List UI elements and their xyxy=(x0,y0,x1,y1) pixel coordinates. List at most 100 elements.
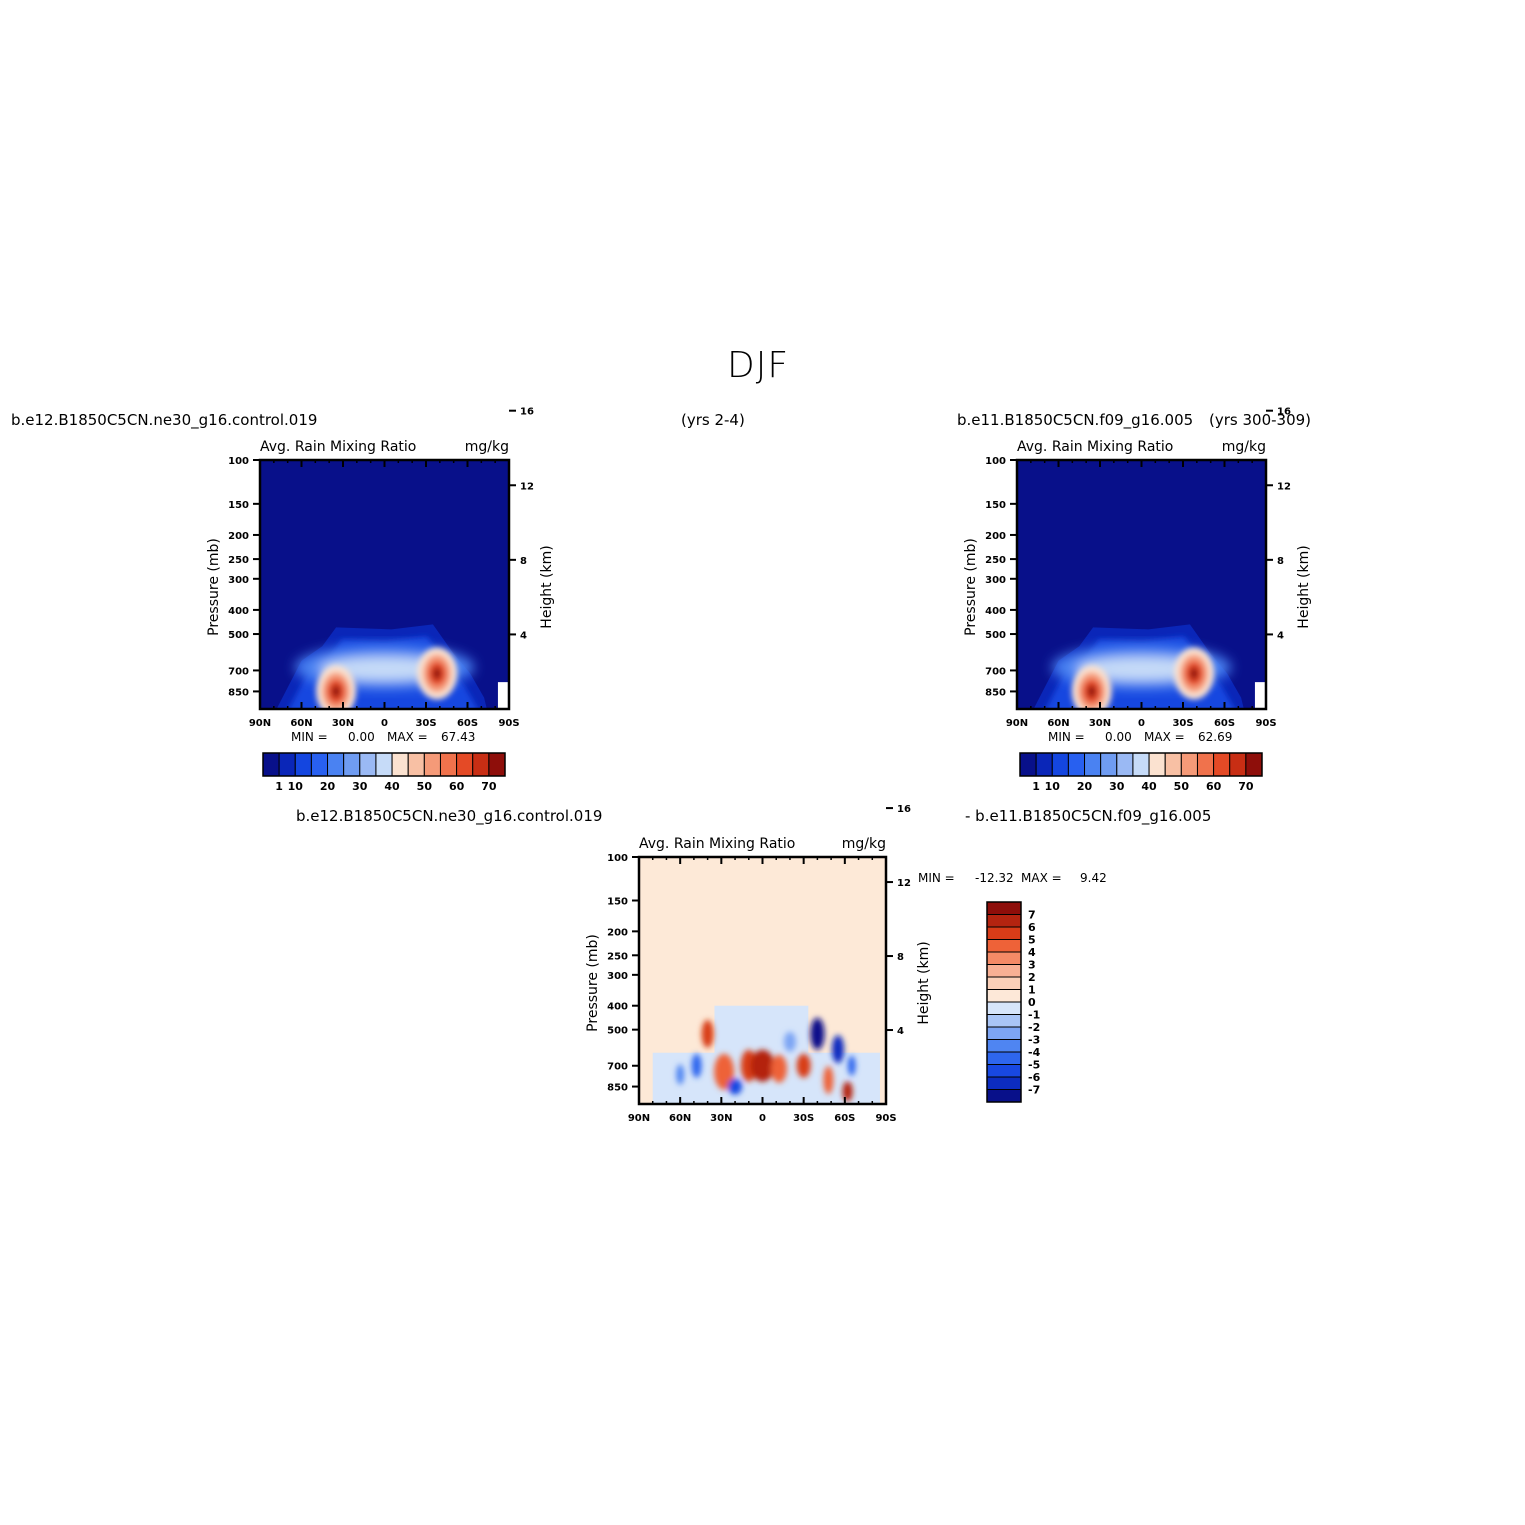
y-tick-label: 850 xyxy=(985,687,1006,698)
colorbar-label: 50 xyxy=(417,780,433,793)
colorbar-box xyxy=(1213,752,1231,777)
y-tick-label: 100 xyxy=(607,853,628,864)
peak-core xyxy=(433,667,442,680)
anomaly-1 xyxy=(714,1053,735,1090)
x-tick-label: 0 xyxy=(381,718,388,729)
colorbar-box xyxy=(1116,752,1134,777)
contour-field-0 xyxy=(260,460,509,709)
max-label: MAX = xyxy=(1144,730,1185,744)
x-tick-label: 90N xyxy=(249,718,271,729)
y2-tick-label: 16 xyxy=(520,407,534,418)
diff-case-a-label: b.e12.B1850C5CN.ne30_g16.control.019 xyxy=(296,807,603,825)
colorbar-label: 7 xyxy=(1028,909,1036,922)
colorbar-box xyxy=(986,976,1022,990)
y2-tick-label: 16 xyxy=(1277,407,1291,418)
colorbar-box xyxy=(294,752,312,777)
min-label: MIN = xyxy=(918,871,955,885)
y-tick-label: 500 xyxy=(985,630,1006,641)
y2-tick-label: 12 xyxy=(1277,481,1291,492)
min-label: MIN = xyxy=(1048,730,1085,744)
peak-1 xyxy=(1174,647,1215,700)
panel-right-title: mg/kg xyxy=(465,439,509,455)
axes-0: 90N 60N 30N 0 30S 60S 90S 100 150 200 250 300 400 500… xyxy=(206,407,555,744)
y-axis-label: Pressure (mb) xyxy=(206,538,222,636)
colorbar-box xyxy=(488,752,506,777)
anomaly-0 xyxy=(701,1019,714,1048)
colorbar-label: -4 xyxy=(1028,1046,1041,1059)
colorbar-box xyxy=(327,752,345,777)
colorbar-box xyxy=(472,752,490,777)
y-tick-label: 300 xyxy=(607,971,628,982)
peak-core xyxy=(1087,685,1096,698)
colorbar-box xyxy=(1084,752,1102,777)
min-value: -12.32 xyxy=(975,871,1014,885)
colorbar-box xyxy=(986,989,1022,1003)
colorbar-label: -7 xyxy=(1028,1084,1040,1097)
figure-title: DJF xyxy=(727,345,790,386)
topography-mask xyxy=(1254,682,1265,709)
peak-0 xyxy=(316,665,357,709)
colorbar-label: 1 xyxy=(1028,984,1036,997)
y-tick-label: 850 xyxy=(228,687,249,698)
y-tick-label: 250 xyxy=(607,951,628,962)
colorbar-box xyxy=(343,752,361,777)
colorbar-label: 2 xyxy=(1028,971,1036,984)
topography-mask xyxy=(497,682,508,709)
x-tick-label: 90S xyxy=(875,1113,896,1124)
panel-right-title: mg/kg xyxy=(842,836,886,852)
y-tick-label: 250 xyxy=(985,555,1006,566)
anomaly-4 xyxy=(770,1054,787,1083)
diff-case-b-label: - b.e11.B1850C5CN.f09_g16.005 xyxy=(965,807,1212,825)
y-tick-label: 500 xyxy=(607,1026,628,1037)
x-tick-label: 90N xyxy=(1006,718,1028,729)
panel-left-title: Avg. Rain Mixing Ratio xyxy=(639,836,795,852)
y-tick-label: 150 xyxy=(607,896,628,907)
colorbar-label: 30 xyxy=(352,780,368,793)
contour-field-1 xyxy=(1017,460,1266,709)
x-tick-label: 60S xyxy=(834,1113,855,1124)
max-value: 62.69 xyxy=(1198,730,1232,744)
y-tick-label: 850 xyxy=(607,1083,628,1094)
y2-tick-label: 4 xyxy=(520,630,527,641)
peak-core xyxy=(1190,667,1199,680)
x-tick-label: 30S xyxy=(1172,718,1193,729)
years-right-label: (yrs 300-309) xyxy=(1209,411,1312,429)
colorbar-box xyxy=(986,914,1022,928)
y-axis-label: Pressure (mb) xyxy=(585,934,601,1032)
y2-axis-label: Height (km) xyxy=(916,941,932,1024)
max-label: MAX = xyxy=(1021,871,1062,885)
y-tick-label: 700 xyxy=(607,1062,628,1073)
colorbar-label: 10 xyxy=(1045,780,1061,793)
band-inner xyxy=(1076,656,1207,681)
x-tick-label: 60N xyxy=(1047,718,1069,729)
y2-tick-label: 8 xyxy=(1277,556,1284,567)
colorbar-box xyxy=(986,939,1022,953)
min-value: 0.00 xyxy=(348,730,375,744)
max-value: 9.42 xyxy=(1080,871,1107,885)
x-tick-label: 30S xyxy=(793,1113,814,1124)
colorbar-label: -2 xyxy=(1028,1021,1040,1034)
colorbar-box xyxy=(986,1089,1022,1103)
colorbar-box xyxy=(986,1014,1022,1028)
y-tick-label: 500 xyxy=(228,630,249,641)
peak-core xyxy=(332,685,341,698)
colorbar-frame xyxy=(1019,752,1263,777)
y2-tick-label: 16 xyxy=(897,804,911,815)
colorbar-box xyxy=(391,752,409,777)
y-tick-label: 250 xyxy=(228,555,249,566)
y2-tick-label: 8 xyxy=(520,556,527,567)
y-tick-label: 200 xyxy=(228,531,249,542)
panel-left-title: Avg. Rain Mixing Ratio xyxy=(1017,439,1173,455)
colorbar-box xyxy=(1100,752,1118,777)
diff-anomalies xyxy=(676,1017,856,1102)
colorbar-label: 20 xyxy=(1077,780,1093,793)
x-tick-label: 60S xyxy=(1214,718,1235,729)
anomaly-13 xyxy=(676,1064,685,1085)
anomaly-9 xyxy=(810,1017,825,1050)
anomaly-8 xyxy=(691,1053,702,1078)
panel-left-title: Avg. Rain Mixing Ratio xyxy=(260,439,416,455)
y2-tick-label: 4 xyxy=(1277,630,1284,641)
y-tick-label: 300 xyxy=(985,575,1006,586)
anomaly-5 xyxy=(796,1053,811,1078)
